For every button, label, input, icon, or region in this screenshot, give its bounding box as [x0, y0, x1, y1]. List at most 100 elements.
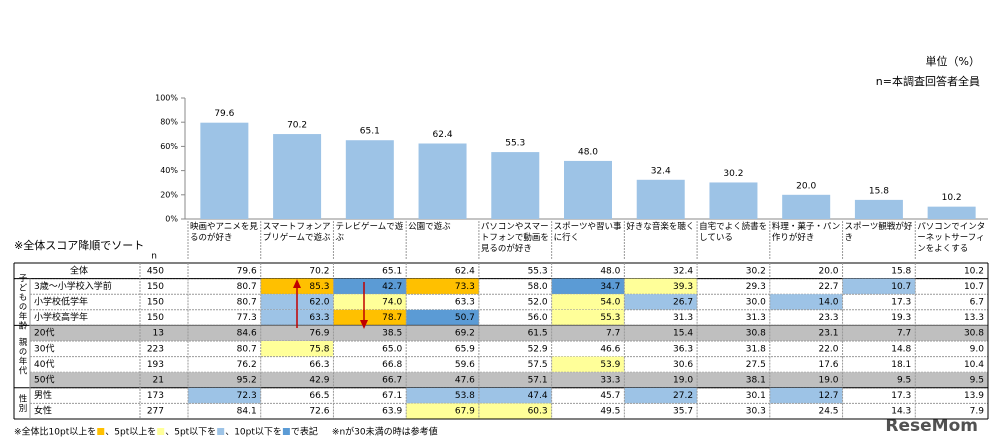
highlight-cell	[551, 278, 625, 295]
cell-value: 85.3	[309, 282, 329, 292]
cell-value: 56.0	[528, 313, 548, 323]
category-label: テレビゲームで遊ぶ	[335, 222, 404, 243]
cell-value: 66.8	[382, 360, 402, 370]
cell-value: 47.6	[455, 376, 475, 386]
cell-value: 14.0	[818, 298, 838, 308]
category-label: パソコンでインターネットサーフィンをよくする	[917, 222, 985, 254]
cell-value: 84.1	[237, 407, 257, 417]
row-label: 50代	[34, 375, 54, 386]
cell-value: 27.2	[673, 391, 693, 401]
group-label: 親の年代	[17, 337, 27, 376]
note-text: で表記	[291, 426, 318, 438]
y-tick-label: 100%	[155, 94, 178, 103]
cell-value: 7.7	[897, 329, 911, 339]
value-label: 70.2	[287, 121, 307, 131]
y-tick-label: 0%	[165, 215, 178, 224]
bar	[345, 140, 394, 219]
cell-value: 10.7	[964, 282, 984, 292]
cell-value: 42.9	[309, 376, 329, 386]
cell-value: 76.9	[309, 329, 329, 339]
cell-value: 10.2	[964, 266, 984, 276]
row-n: 450	[147, 266, 164, 276]
cell-value: 14.3	[891, 407, 911, 417]
cell-value: 30.8	[746, 329, 766, 339]
note-text: 、5pt以上を	[105, 427, 156, 438]
bar	[273, 134, 322, 219]
bar	[927, 206, 976, 219]
cell-value: 13.3	[964, 313, 984, 323]
cell-value: 80.7	[237, 344, 257, 354]
row-n: 150	[147, 313, 164, 323]
category-text: 映画やアニメを見るのが好き	[190, 222, 258, 243]
cell-value: 19.0	[673, 376, 693, 386]
cell-value: 17.3	[891, 391, 911, 401]
bar	[564, 160, 612, 219]
cell-value: 59.6	[455, 360, 475, 370]
cell-value: 63.3	[309, 313, 329, 323]
cell-value: 30.1	[746, 391, 766, 401]
category-text: 料理・菓子・パン作りが好き	[771, 222, 841, 243]
highlight-cell	[478, 387, 552, 404]
cell-value: 17.3	[891, 298, 911, 308]
group-label: 子どもの年齢	[17, 274, 27, 331]
cell-value: 78.7	[382, 313, 402, 323]
cell-value: 29.3	[746, 282, 766, 292]
watermark: ReseMom	[885, 416, 978, 436]
value-label: 79.6	[214, 109, 234, 119]
category-text: テレビゲームで遊ぶ	[335, 222, 404, 243]
value-label: 10.2	[942, 193, 962, 203]
cell-value: 72.3	[237, 391, 257, 401]
highlight-cell	[624, 294, 698, 310]
cell-value: 63.9	[382, 407, 402, 417]
cell-value: 47.4	[528, 391, 548, 401]
highlight-cell	[551, 309, 625, 326]
note-swatch	[217, 428, 225, 435]
cell-value: 52.9	[528, 344, 548, 354]
cell-value: 77.3	[237, 313, 257, 323]
cell-value: 65.1	[382, 266, 402, 276]
cell-value: 36.3	[673, 344, 693, 354]
category-label: 映画やアニメを見るのが好き	[190, 222, 258, 243]
highlight-cell	[333, 309, 407, 326]
arrows	[293, 279, 368, 329]
value-label: 65.1	[360, 127, 380, 137]
category-text: 自宅でよく読書をしている	[699, 222, 768, 243]
cell-value: 35.7	[673, 407, 693, 417]
cell-value: 84.6	[237, 329, 257, 339]
cell-value: 9.5	[897, 376, 911, 386]
base-note: n=本調査回答者全員	[876, 74, 980, 88]
cell-value: 13.9	[964, 391, 984, 401]
bar	[491, 152, 540, 219]
cell-value: 55.3	[528, 266, 548, 276]
cell-value: 67.1	[382, 391, 402, 401]
cell-value: 63.3	[455, 298, 475, 308]
highlight-cell	[551, 356, 625, 373]
y-tick-label: 20%	[160, 190, 178, 199]
cell-value: 73.3	[455, 282, 475, 292]
cell-value: 67.9	[455, 407, 475, 417]
cell-value: 79.6	[237, 266, 257, 276]
highlight-cell	[406, 387, 479, 404]
cell-value: 60.3	[528, 407, 548, 417]
cell-value: 7.9	[970, 407, 985, 417]
cell-value: 80.7	[237, 298, 257, 308]
bar	[709, 182, 758, 219]
row-label: 女性	[34, 405, 52, 417]
highlight-cell	[551, 294, 625, 310]
cell-value: 38.5	[382, 329, 402, 339]
reference-row	[30, 325, 988, 341]
row-label: 全体	[70, 264, 88, 276]
cell-value: 33.3	[600, 376, 620, 386]
highlight-cell	[333, 294, 407, 310]
cell-value: 66.5	[309, 391, 329, 401]
cell-value: 69.2	[455, 329, 475, 339]
cell-value: 23.3	[818, 313, 838, 323]
note-text: ※nが30未満の時は参考値	[332, 426, 438, 438]
cell-value: 31.3	[746, 313, 766, 323]
cell-value: 49.5	[600, 407, 620, 417]
cell-value: 62.4	[455, 266, 475, 276]
cell-value: 39.3	[673, 282, 693, 292]
cell-value: 32.4	[673, 266, 693, 276]
category-text: スポーツや習い事に行く	[553, 222, 622, 243]
value-label: 30.2	[723, 169, 743, 179]
